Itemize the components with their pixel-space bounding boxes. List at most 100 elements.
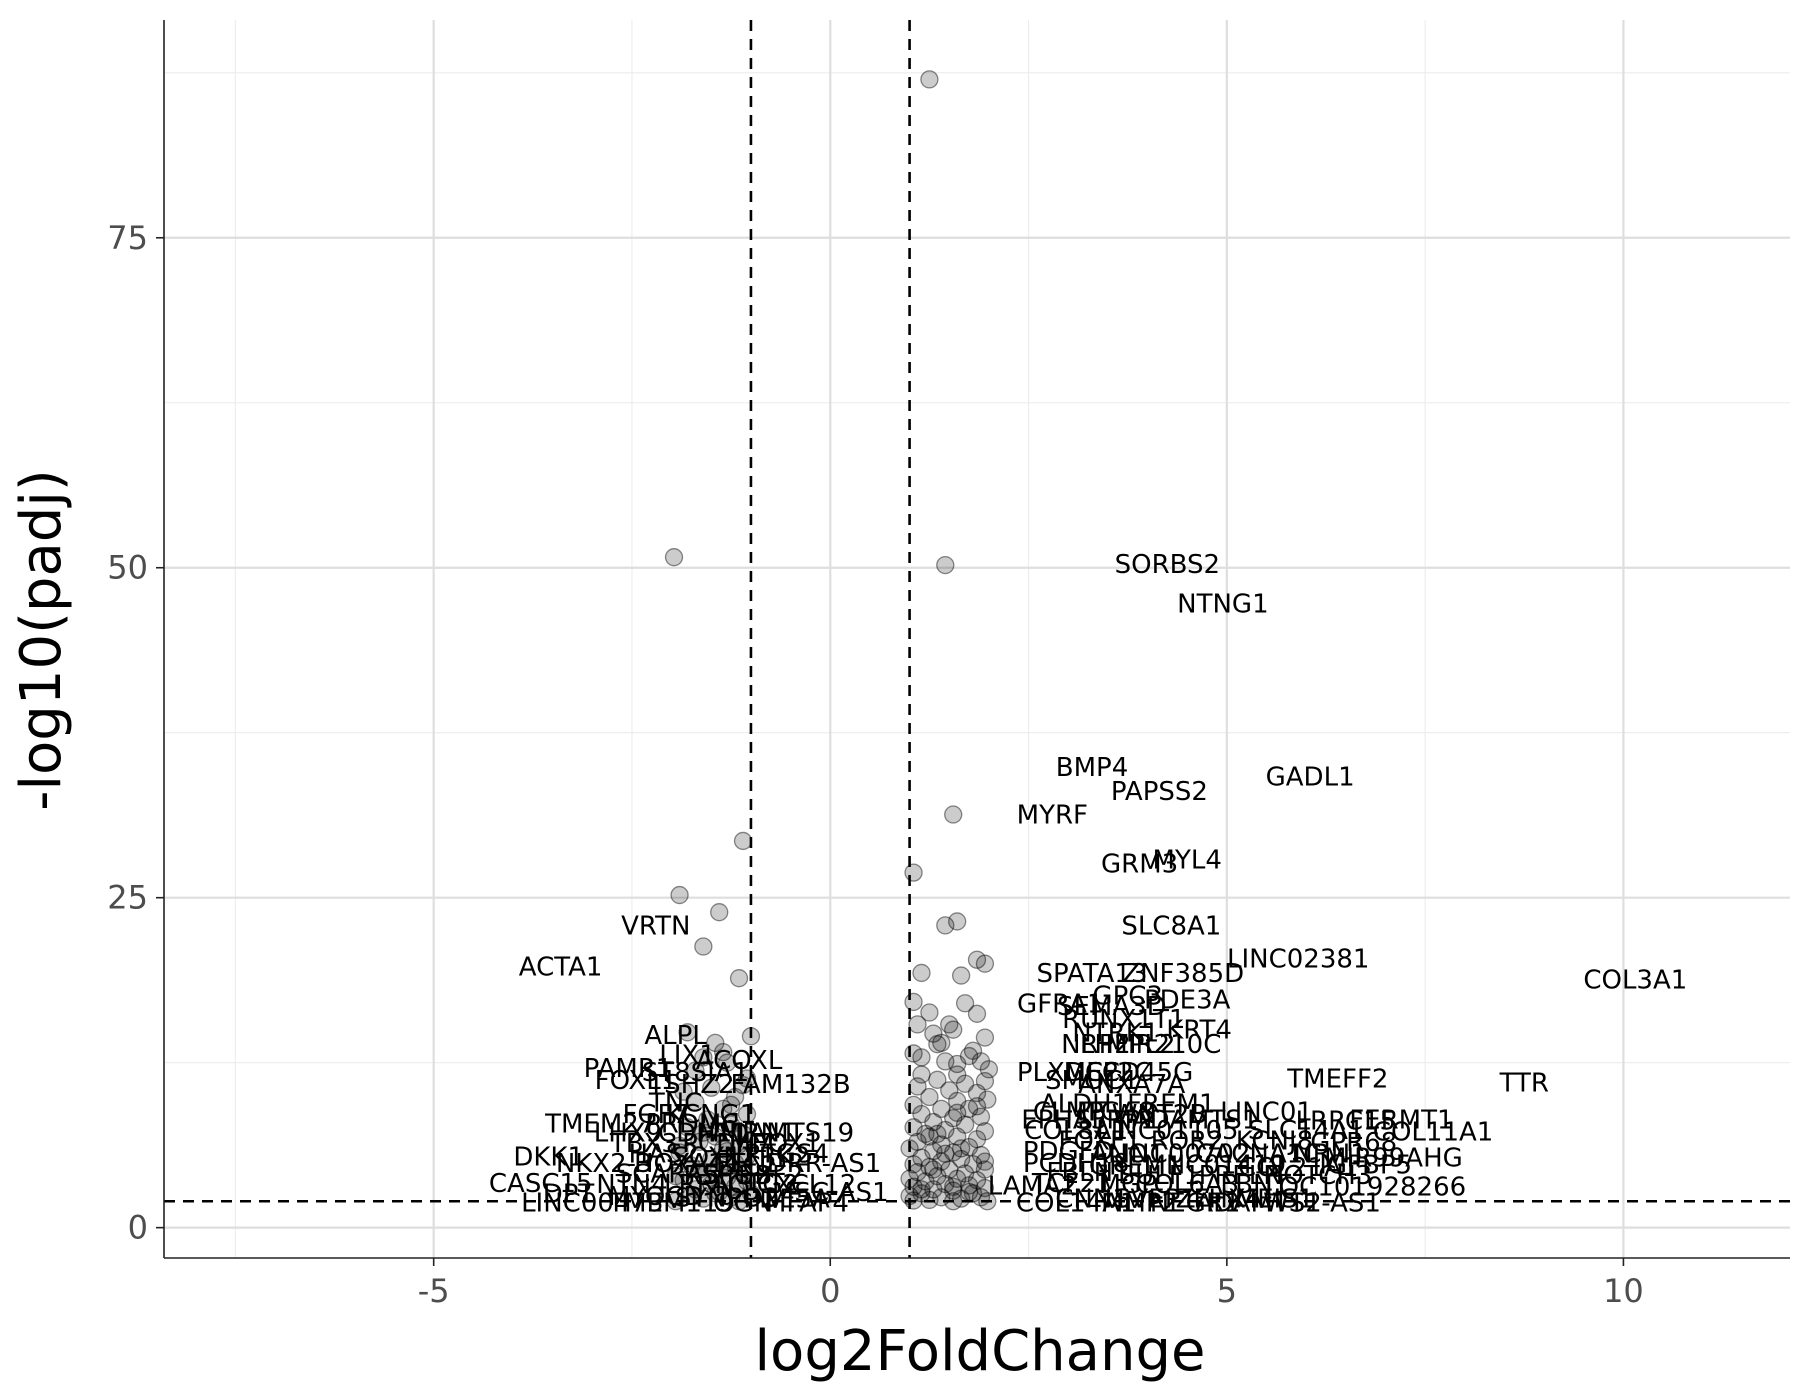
- y-tick-labels: 0 25 50 75: [107, 219, 148, 1247]
- gene-label: TNC: [648, 1088, 703, 1118]
- data-point: [951, 966, 971, 985]
- data-point: [674, 1082, 693, 1101]
- gene-label: LINC02381: [1227, 944, 1369, 974]
- data-point: [936, 1120, 955, 1140]
- gene-label: NTNG1: [1177, 589, 1268, 619]
- data-point: [963, 1184, 983, 1203]
- x-tick-label: 10: [1603, 1272, 1644, 1310]
- gene-label: GREM1: [1089, 1152, 1183, 1182]
- data-point: [924, 1160, 943, 1179]
- data-point: [944, 1181, 963, 1200]
- data-point: [710, 903, 729, 922]
- gene-label: SLC8A1: [1121, 911, 1221, 941]
- data-point: [948, 1103, 967, 1122]
- gene-label: SLC14A1: [1248, 1116, 1365, 1146]
- data-point: [694, 937, 713, 956]
- data-point: [682, 1186, 701, 1206]
- gene-label: ALDH1: [1040, 1090, 1128, 1120]
- gene-label: LIX1: [659, 1041, 716, 1071]
- gene-label: FBN1: [1220, 1170, 1289, 1200]
- gene-label: CACNA1C: [1196, 1140, 1322, 1170]
- gene-label: TMEM27: [544, 1109, 655, 1139]
- data-point: [698, 1110, 717, 1129]
- data-point: [702, 1149, 721, 1169]
- data-point: [951, 1149, 971, 1169]
- data-point: [959, 1176, 979, 1195]
- data-point: [710, 1182, 729, 1202]
- data-point: [916, 1172, 935, 1191]
- data-point: [967, 1083, 987, 1103]
- data-point: [928, 1070, 947, 1089]
- gene-label: SFRP1: [1075, 1105, 1157, 1135]
- data-point: [733, 1075, 753, 1095]
- gene-label: TTR: [1499, 1068, 1549, 1098]
- gene-label: PTGS4: [744, 1140, 829, 1170]
- data-point: [975, 1071, 995, 1091]
- data-point: [924, 1141, 943, 1161]
- data-point: [936, 1144, 955, 1163]
- gene-label: SPATA13: [1036, 959, 1147, 989]
- gene-label: PRDM6: [645, 1109, 738, 1139]
- data-point: [690, 1160, 709, 1179]
- data-point: [955, 1115, 975, 1134]
- data-point: [924, 1112, 943, 1132]
- data-point: [666, 1192, 685, 1211]
- data-point: [741, 1184, 761, 1203]
- gene-label: NEGR1: [1150, 1189, 1241, 1219]
- data-point: [932, 1188, 951, 1207]
- gene-label: ST8SIA1: [642, 1058, 749, 1088]
- data-point: [912, 1148, 931, 1167]
- data-point: [678, 1023, 697, 1042]
- data-point: [975, 1160, 995, 1179]
- gene-label: DKK1: [513, 1142, 584, 1172]
- gene-label: GPC3: [1092, 981, 1163, 1011]
- data-point: [951, 1139, 971, 1158]
- gene-label: LRRN3: [664, 1170, 751, 1200]
- gene-label: MGP: [1099, 1170, 1157, 1200]
- gene-label: ACOXL: [696, 1046, 783, 1076]
- data-point: [920, 70, 939, 89]
- axes: [156, 20, 1790, 1266]
- gene-label: PCDH18: [1023, 1149, 1130, 1179]
- gene-label: GPR68: [1310, 1128, 1397, 1158]
- gene-label: KRT4: [1166, 1016, 1232, 1046]
- data-point: [963, 1041, 983, 1060]
- gene-label: MIR210C: [1105, 1030, 1221, 1060]
- y-tick-label: 0: [128, 1209, 148, 1247]
- gene-label: MIR99AHG: [1324, 1144, 1463, 1174]
- data-point: [975, 954, 995, 973]
- gene-label: ZNF385D: [1122, 959, 1244, 989]
- y-tick-label: 50: [107, 549, 148, 587]
- data-point: [721, 1095, 741, 1115]
- y-tick-label: 25: [107, 879, 148, 917]
- data-point: [718, 1168, 737, 1187]
- data-point: [948, 1054, 967, 1074]
- gene-label: PLXDC2: [1017, 1058, 1120, 1088]
- data-point: [940, 1160, 959, 1179]
- gene-label: NOTCH3: [1264, 1161, 1373, 1191]
- gene-label: FOXF1: [1058, 1127, 1141, 1157]
- data-point: [733, 1163, 753, 1182]
- gene-label: ADAMTS19: [711, 1119, 854, 1149]
- data-point: [944, 1177, 963, 1196]
- data-point: [936, 1174, 955, 1194]
- data-point: [920, 1087, 939, 1107]
- data-point: [920, 1190, 939, 1210]
- data-point: [733, 1124, 753, 1144]
- data-point: [714, 1139, 733, 1158]
- gene-label: PCDH7: [682, 1129, 772, 1159]
- data-point: [944, 1020, 963, 1039]
- data-point: [904, 992, 923, 1012]
- data-point: [706, 1127, 725, 1146]
- gene-label: PDGFD: [1023, 1137, 1114, 1167]
- gene-label: EPHA3: [1021, 1105, 1107, 1135]
- data-point: [670, 1143, 689, 1162]
- x-tick-labels: -5 0 5 10: [418, 1272, 1644, 1310]
- grid-lines: [164, 20, 1790, 1258]
- gene-label: SVEP1: [1114, 1185, 1197, 1215]
- x-tick-label: -5: [418, 1272, 450, 1310]
- data-point: [975, 1122, 995, 1141]
- gene-label: ANXA7A: [1078, 1070, 1185, 1100]
